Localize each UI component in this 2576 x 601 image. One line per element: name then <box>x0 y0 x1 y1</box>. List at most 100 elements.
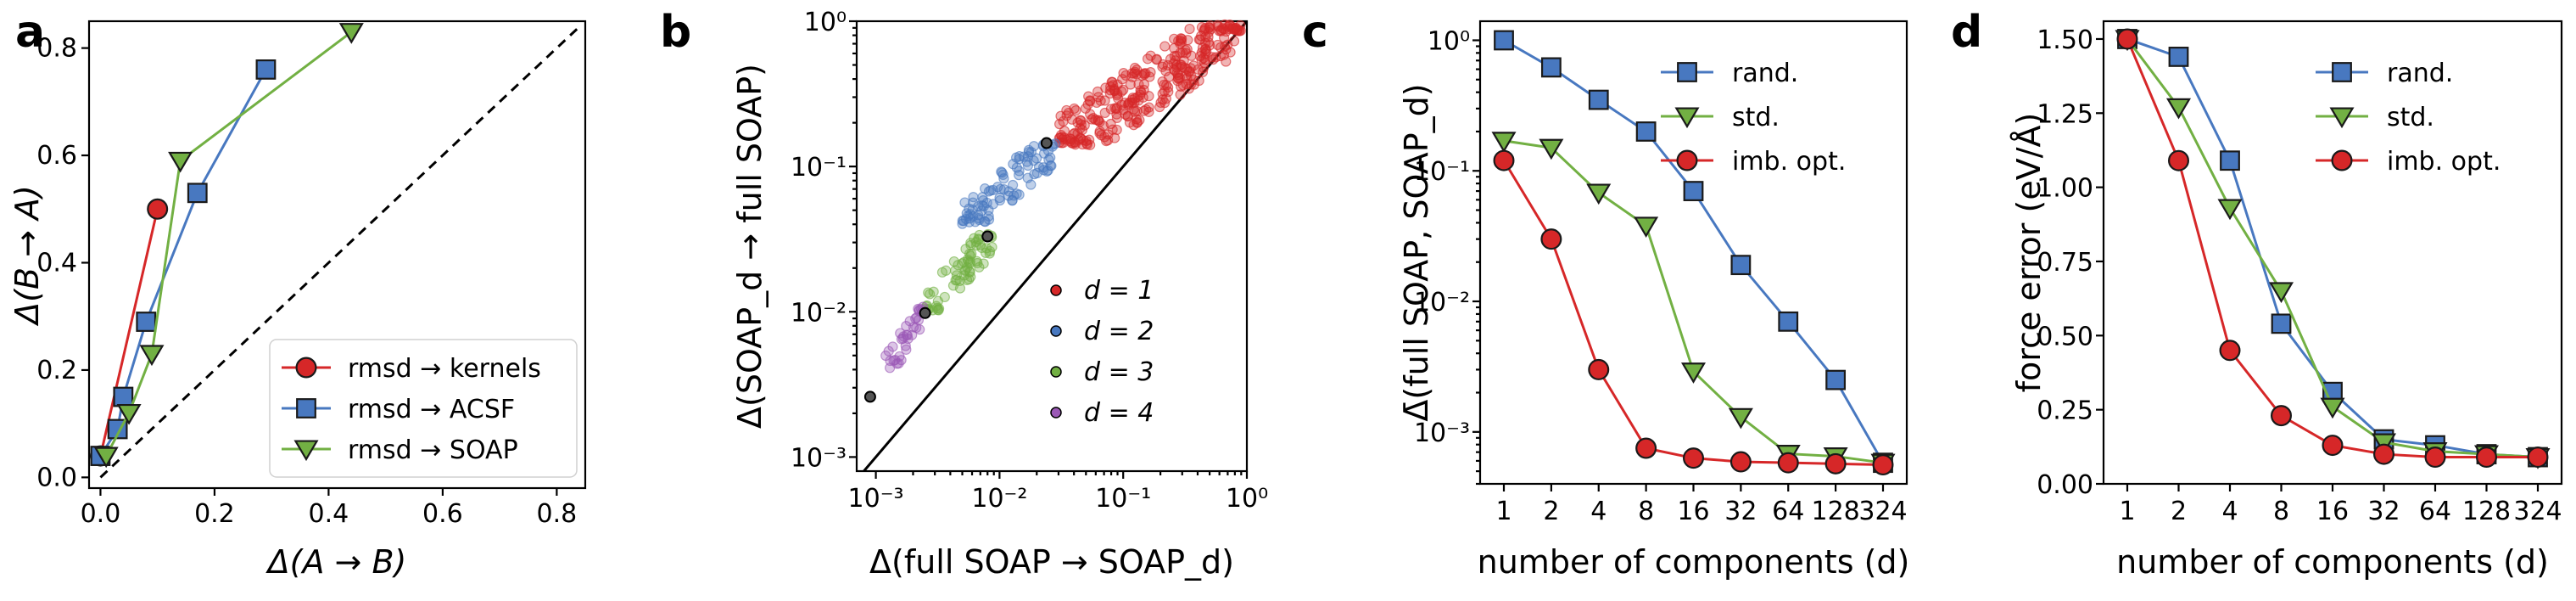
chart-b-point-cluster-3 <box>908 322 919 333</box>
chart-c-point <box>1824 452 1847 475</box>
chart-b-point-cluster-0 <box>1101 135 1112 147</box>
chart-a: 0.00.0 0.2 0.2 0.4 0.4 0.6 0.6 0.8 0.8 rmsd → ker… <box>8 7 587 581</box>
chart-c-ylabel: Δ̄(full SOAP, SOAP_d) <box>1398 83 1435 421</box>
chart-b-point-cluster-1 <box>964 216 975 227</box>
chart-b-point-cluster-1 <box>983 211 994 222</box>
chart-a-point <box>168 151 193 173</box>
chart-d-xtick-label: 1 <box>2119 497 2135 526</box>
chart-c-legend-label: imb. opt. <box>1732 147 1846 177</box>
chart-d-xtick-label: 64 <box>2419 497 2451 526</box>
chart-c-ytick-label: 10⁰ <box>1428 26 1470 56</box>
panel-label-d: d <box>1951 7 1982 58</box>
chart-b: 10⁻³10⁻³ 10⁻² 10⁻² 10⁻¹ 10⁻¹ 10⁰ 10⁰ d = 1 d = 2… <box>660 7 1268 581</box>
chart-b-point-cluster-0 <box>1094 126 1105 137</box>
chart-b-point-cluster-0 <box>1109 103 1120 114</box>
chart-b-point-cluster-0 <box>1175 89 1186 100</box>
chart-b-ytick-label: 10⁰ <box>804 8 847 37</box>
chart-b-highlight-point <box>1040 137 1053 149</box>
chart-b-point-cluster-1 <box>996 166 1007 177</box>
chart-b-legend-marker <box>1050 366 1062 378</box>
chart-a-point <box>136 312 157 332</box>
chart-b-point-cluster-1 <box>1029 169 1040 180</box>
chart-d-point <box>2373 443 2395 465</box>
chart-b-frame <box>855 20 1249 473</box>
chart-b-point-cluster-1 <box>977 192 988 203</box>
chart-b-point-cluster-0 <box>1118 84 1129 96</box>
chart-b-point-cluster-0 <box>1100 82 1111 93</box>
chart-b-point-cluster-1 <box>1009 190 1020 201</box>
chart-a-diagonal <box>99 25 581 479</box>
panel-label-b: b <box>660 7 691 58</box>
chart-a-ytick-label: 0.8 <box>36 34 77 64</box>
chart-a-legend-marker <box>296 398 316 418</box>
chart-d-point <box>2271 313 2292 334</box>
chart-b-point-cluster-2 <box>965 272 976 283</box>
chart-c-ytick-label: 10⁻³ <box>1414 418 1470 448</box>
chart-a-point <box>187 183 208 204</box>
chart-b-point-cluster-1 <box>1037 162 1049 173</box>
chart-d-ytick-label: 1.25 <box>2037 99 2093 129</box>
chart-b-point-cluster-1 <box>994 194 1006 206</box>
chart-b-point-cluster-0 <box>1143 102 1154 113</box>
chart-b-point-cluster-0 <box>1138 84 1149 96</box>
chart-c-point <box>1729 451 1752 473</box>
chart-b-point-cluster-0 <box>1133 95 1144 106</box>
chart-b-legend-label: d = 2 <box>1084 317 1154 346</box>
chart-b-point-cluster-2 <box>950 275 961 286</box>
chart-c-xtick-label: 32 <box>1724 497 1757 526</box>
chart-c-point <box>1634 216 1659 239</box>
chart-b-legend-marker <box>1050 325 1062 337</box>
chart-b-point-cluster-0 <box>1134 115 1145 126</box>
chart-b-point-cluster-1 <box>1022 160 1034 171</box>
chart-b-point-cluster-3 <box>887 341 898 352</box>
chart-d-ytick-label: 0.00 <box>2037 470 2093 500</box>
chart-b-point-cluster-0 <box>1154 101 1165 113</box>
chart-d-point <box>2320 397 2345 419</box>
chart-b-point-cluster-0 <box>1208 54 1219 65</box>
chart-b-point-cluster-3 <box>901 344 912 355</box>
chart-d-point <box>2168 149 2190 171</box>
chart-c-point <box>1635 437 1657 459</box>
chart-b-ytick-label: 10⁻³ <box>791 443 847 473</box>
chart-d-point <box>2476 447 2498 469</box>
chart-b-point-cluster-1 <box>983 214 995 225</box>
chart-c-point <box>1540 228 1562 250</box>
chart-b-point-cluster-1 <box>1018 151 1030 162</box>
chart-a-legend-label: rmsd → kernels <box>348 354 541 384</box>
chart-b-legend-marker <box>1050 407 1062 418</box>
panel-label-a: a <box>15 7 45 58</box>
chart-b-point-cluster-0 <box>1170 65 1181 76</box>
chart-b-ytick-label: 10⁻² <box>791 298 847 328</box>
chart-d-xtick-label: 324 <box>2513 497 2562 526</box>
chart-c-legend-label: rand. <box>1732 59 1798 88</box>
chart-b-point-cluster-0 <box>1159 41 1171 52</box>
chart-b-point-cluster-2 <box>953 260 964 271</box>
chart-b-point-cluster-0 <box>1197 66 1209 77</box>
chart-b-point-cluster-0 <box>1054 119 1065 130</box>
chart-a-legend-marker <box>293 440 319 462</box>
chart-b-point-cluster-2 <box>972 257 983 269</box>
chart-a-point <box>116 403 142 425</box>
chart-b-point-cluster-2 <box>949 265 961 276</box>
chart-b-point-cluster-0 <box>1128 104 1139 115</box>
chart-a-ytick-label: 0.0 <box>36 463 77 492</box>
chart-b-point-cluster-0 <box>1184 23 1195 35</box>
chart-b-point-cluster-0 <box>1117 74 1128 85</box>
chart-b-point-cluster-2 <box>984 248 995 259</box>
chart-d-point <box>2271 405 2293 427</box>
chart-b-point-cluster-3 <box>914 324 925 335</box>
chart-d-ytick-label: 0.75 <box>2037 248 2093 278</box>
chart-b-point-cluster-1 <box>995 183 1006 194</box>
chart-b-xtick-label: 10⁻¹ <box>1095 484 1151 514</box>
chart-b-point-cluster-1 <box>1011 152 1022 163</box>
chart-c-point <box>1588 358 1610 380</box>
chart-d-point <box>2116 28 2138 50</box>
chart-b-legend-label: d = 3 <box>1084 357 1154 387</box>
chart-b-point-cluster-0 <box>1169 50 1180 62</box>
chart-b-point-cluster-1 <box>998 183 1009 195</box>
chart-b-point-cluster-3 <box>885 362 896 374</box>
chart-b-point-cluster-0 <box>1221 56 1232 67</box>
chart-a-point <box>338 23 364 44</box>
